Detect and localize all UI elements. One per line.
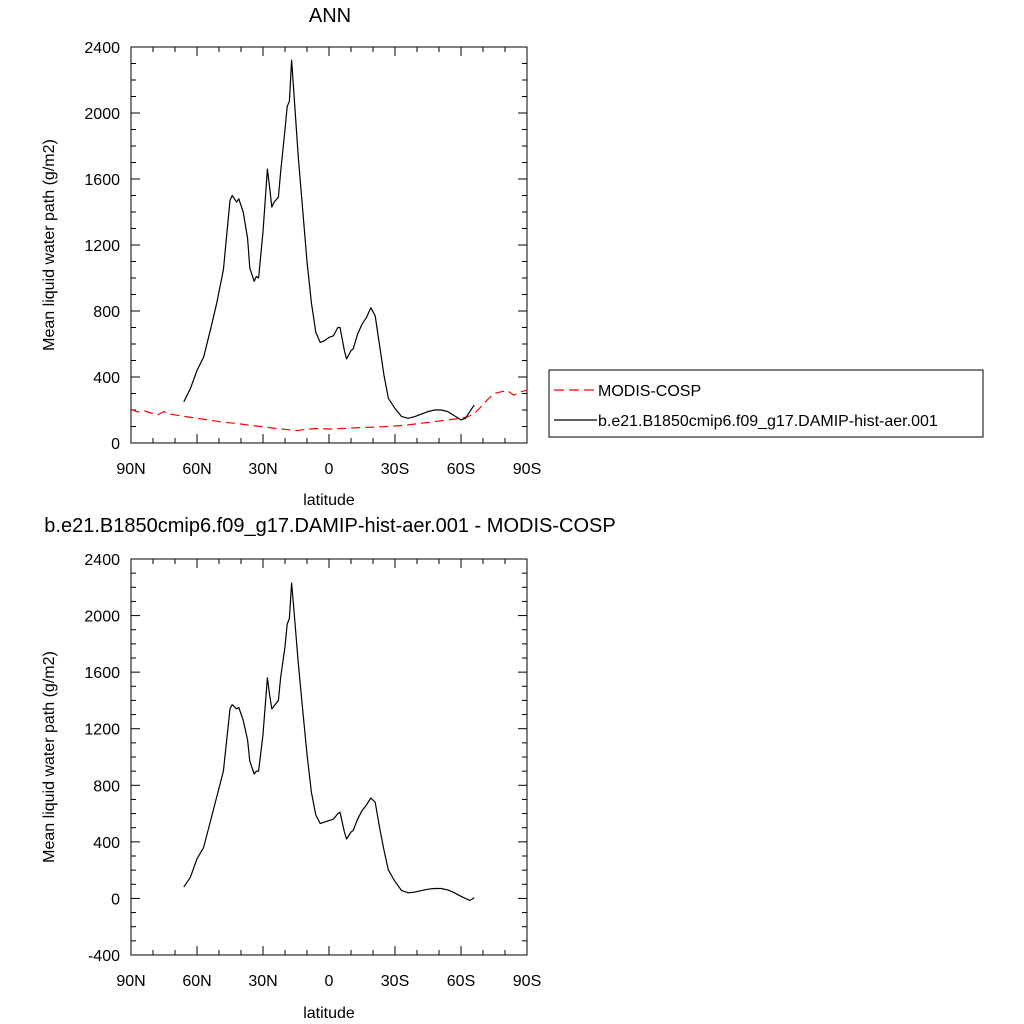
- bottom-y-tick-label: -400: [88, 948, 120, 965]
- top-series-layer: [130, 59, 528, 432]
- top-x-tick-label: 60N: [182, 461, 211, 478]
- bottom-y-tick-label: 800: [93, 778, 120, 795]
- bottom-y-tick-label: 1600: [84, 665, 120, 682]
- top-y-tick-label: 800: [93, 304, 120, 321]
- top-x-tick-label: 30S: [381, 461, 409, 478]
- bottom-series-layer: [183, 582, 475, 902]
- top-y-tick-label: 1200: [84, 238, 120, 255]
- bottom-y-tick-label: 2400: [84, 552, 120, 569]
- top-chart-title: ANN: [309, 5, 351, 27]
- bottom-y-tick-label: 400: [93, 835, 120, 852]
- top-x-tick-label: 0: [325, 461, 334, 478]
- top-y-tick-label: 400: [93, 370, 120, 387]
- bottom-y-tick-label: 1200: [84, 722, 120, 739]
- top-y-tick-label: 2400: [84, 40, 120, 57]
- bottom-x-tick-label: 30N: [248, 973, 277, 990]
- top-x-tick-label: 60S: [447, 461, 475, 478]
- bottom-y-tick-label: 0: [111, 891, 120, 908]
- top-y-axis-label: Mean liquid water path (g/m2): [41, 139, 58, 351]
- top-series-line-1: [183, 59, 475, 421]
- top-y-tick-label: 0: [111, 436, 120, 453]
- legend-label-model: b.e21.B1850cmip6.f09_g17.DAMIP-hist-aer.…: [598, 413, 938, 430]
- bottom-y-tick-label: 2000: [84, 609, 120, 626]
- bottom-x-tick-label: 30S: [381, 973, 409, 990]
- bottom-axis-ticks: 90N 60N 30N 0 30S 60S 90S -400 0 400 800 1200 1600 20…: [84, 552, 541, 990]
- legend: MODIS-COSP b.e21.B1850cmip6.f09_g17.DAMI…: [548, 369, 984, 438]
- top-y-tick-label: 2000: [84, 106, 120, 123]
- top-x-tick-label: 90S: [513, 461, 541, 478]
- bottom-x-tick-label: 0: [325, 973, 334, 990]
- legend-box: [548, 369, 984, 438]
- legend-label-modis-cosp: MODIS-COSP: [598, 383, 701, 400]
- top-x-tick-label: 30N: [248, 461, 277, 478]
- top-y-tick-label: 1600: [84, 172, 120, 189]
- bottom-plot-frame: [130, 558, 528, 956]
- top-axis-ticks: 90N 60N 30N 0 30S 60S 90S 0 400 800 1200 1600 2000 24…: [84, 40, 541, 478]
- bottom-y-axis-label: Mean liquid water path (g/m2): [41, 651, 58, 863]
- top-panel: ANN 90N 60N 30N 0 30S 60S 90S 0 400 800 1200 1600 20…: [41, 5, 541, 509]
- bottom-x-tick-label: 90N: [116, 973, 145, 990]
- bottom-series-line-0: [183, 582, 475, 902]
- bottom-x-tick-label: 60S: [447, 973, 475, 990]
- bottom-panel: b.e21.B1850cmip6.f09_g17.DAMIP-hist-aer.…: [41, 515, 616, 1022]
- bottom-x-tick-label: 60N: [182, 973, 211, 990]
- top-series-line-0: [130, 389, 528, 432]
- top-x-tick-label: 90N: [116, 461, 145, 478]
- top-x-axis-label: latitude: [303, 492, 355, 509]
- bottom-x-tick-label: 90S: [513, 973, 541, 990]
- bottom-chart-title: b.e21.B1850cmip6.f09_g17.DAMIP-hist-aer.…: [44, 515, 615, 537]
- top-plot-frame: [130, 46, 528, 444]
- bottom-x-axis-label: latitude: [303, 1005, 355, 1022]
